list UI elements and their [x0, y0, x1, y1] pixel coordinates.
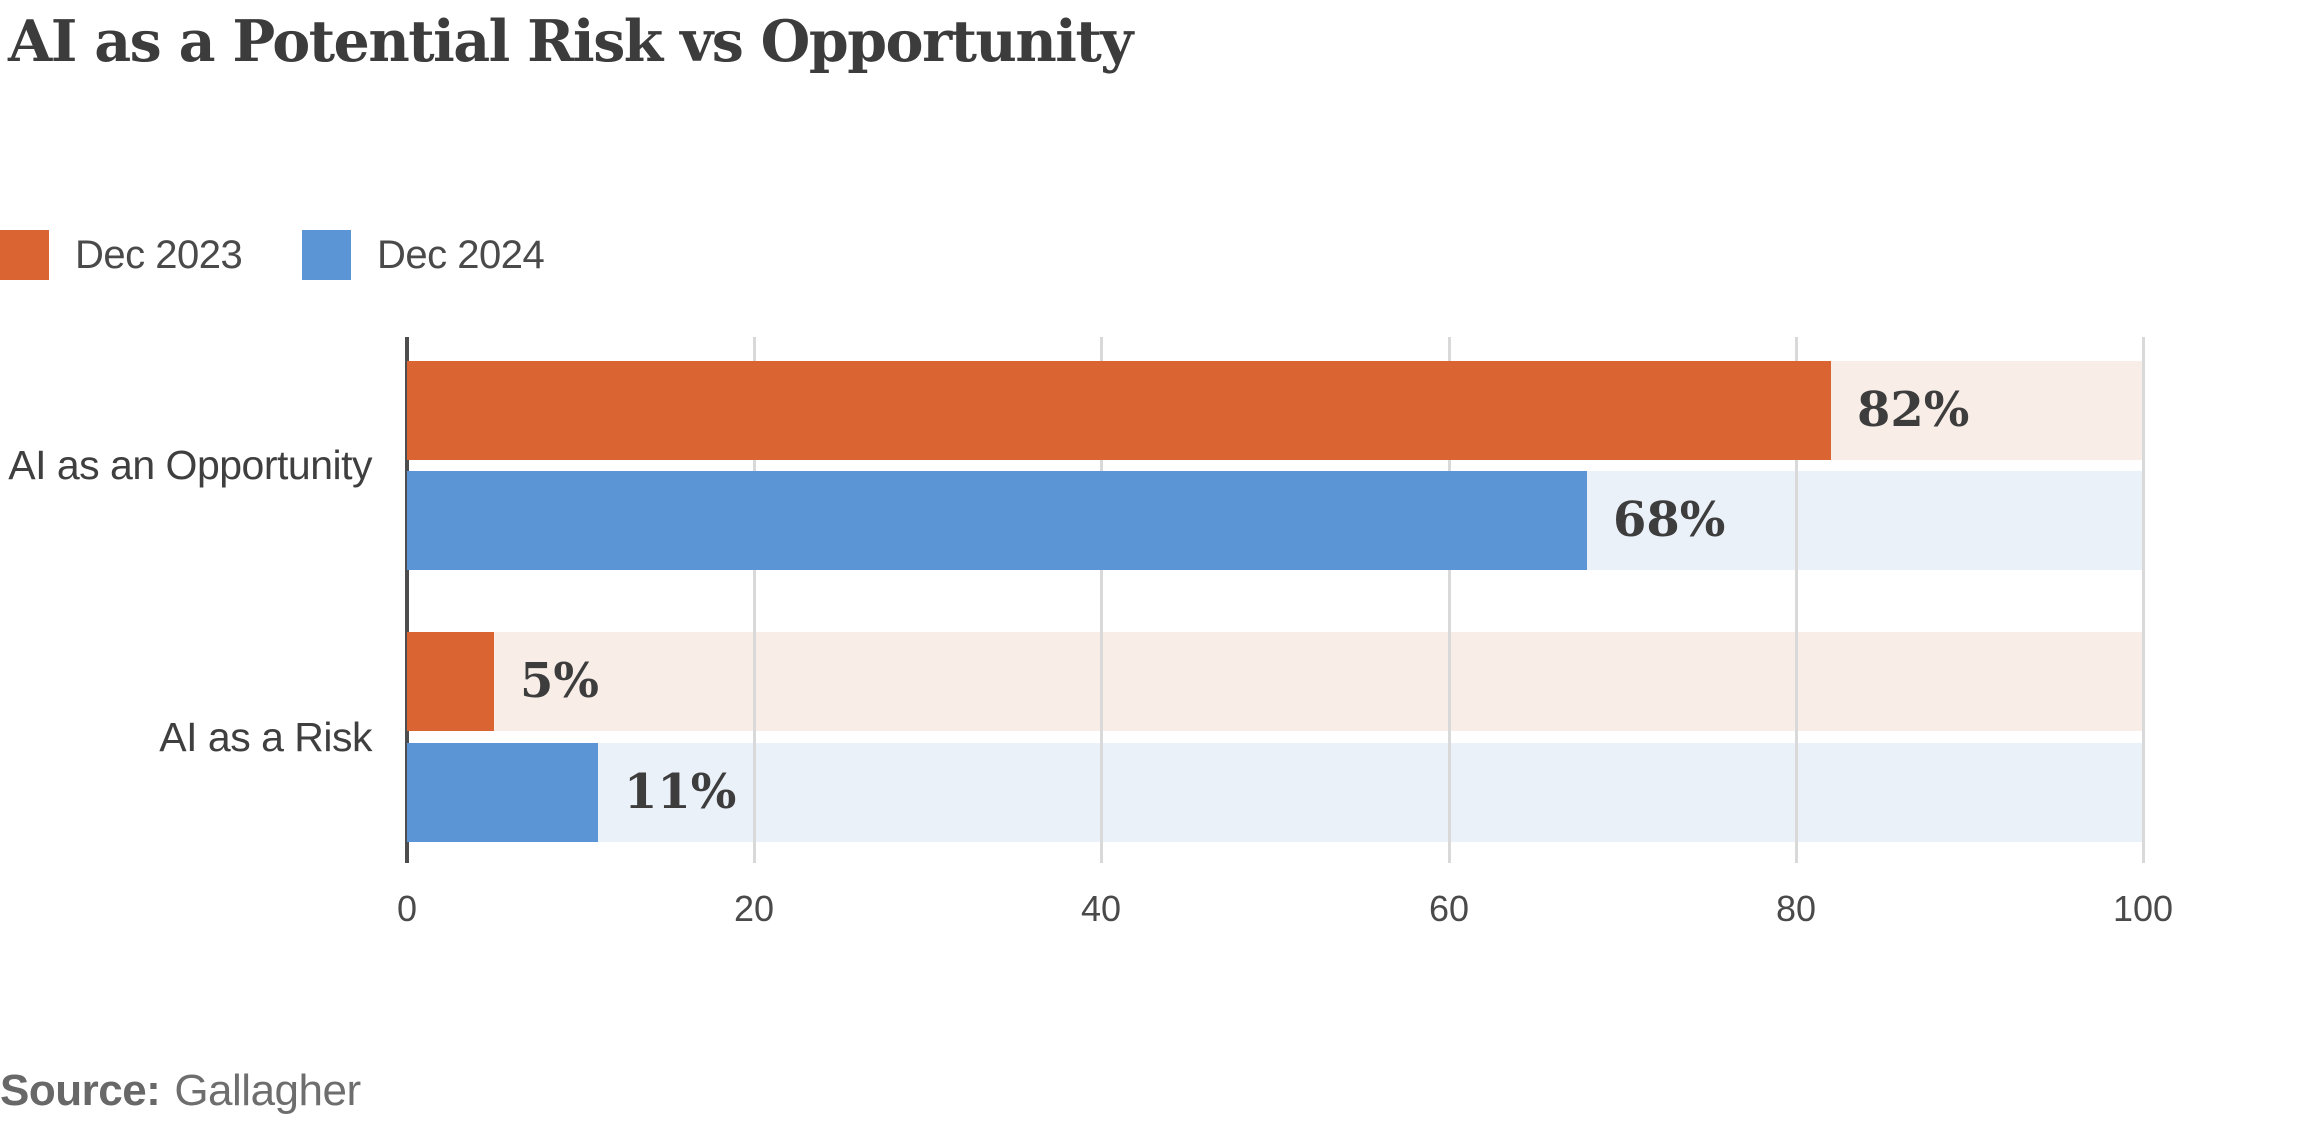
- legend-label-dec-2023: Dec 2023: [75, 232, 243, 277]
- legend-item-dec-2024: Dec 2024: [302, 229, 545, 281]
- bar-track: [407, 632, 2143, 731]
- x-axis-zero-line: [405, 337, 409, 863]
- x-tick-label: 60: [1428, 888, 1470, 929]
- bar-dec-2024: [407, 743, 598, 842]
- x-tick-label: 40: [1080, 888, 1122, 929]
- legend-label-dec-2024: Dec 2024: [377, 232, 545, 277]
- bar-track: [407, 743, 2143, 842]
- source-line: Source: Gallagher: [0, 1066, 361, 1116]
- bar-dec-2023: [407, 632, 494, 731]
- x-tick-label: 0: [396, 888, 418, 929]
- gridline: [2142, 337, 2145, 863]
- x-tick-label: 20: [733, 888, 775, 929]
- chart-title: AI as a Potential Risk vs Opportunity: [8, 8, 1133, 75]
- bar-dec-2024: [407, 471, 1587, 570]
- legend-item-dec-2023: Dec 2023: [0, 229, 243, 281]
- value-label: 5%: [520, 653, 600, 709]
- gridline: [1795, 337, 1798, 863]
- bar-dec-2023: [407, 361, 1831, 460]
- gridline: [1448, 337, 1451, 863]
- x-tick-label: 80: [1775, 888, 1817, 929]
- legend-swatch-dec-2023-icon: [0, 230, 49, 280]
- legend-swatch-dec-2024-icon: [302, 230, 351, 280]
- gridline: [753, 337, 756, 863]
- value-label: 82%: [1857, 382, 1970, 438]
- value-label: 11%: [624, 764, 737, 820]
- source-value: Gallagher: [174, 1066, 361, 1115]
- x-tick-label: 100: [2112, 888, 2174, 929]
- category-label: AI as a Risk: [159, 714, 372, 760]
- gridline: [1100, 337, 1103, 863]
- category-label: AI as an Opportunity: [8, 442, 372, 488]
- source-label: Source:: [0, 1066, 161, 1115]
- value-label: 68%: [1613, 492, 1726, 548]
- legend: Dec 2023 Dec 2024: [0, 229, 1200, 281]
